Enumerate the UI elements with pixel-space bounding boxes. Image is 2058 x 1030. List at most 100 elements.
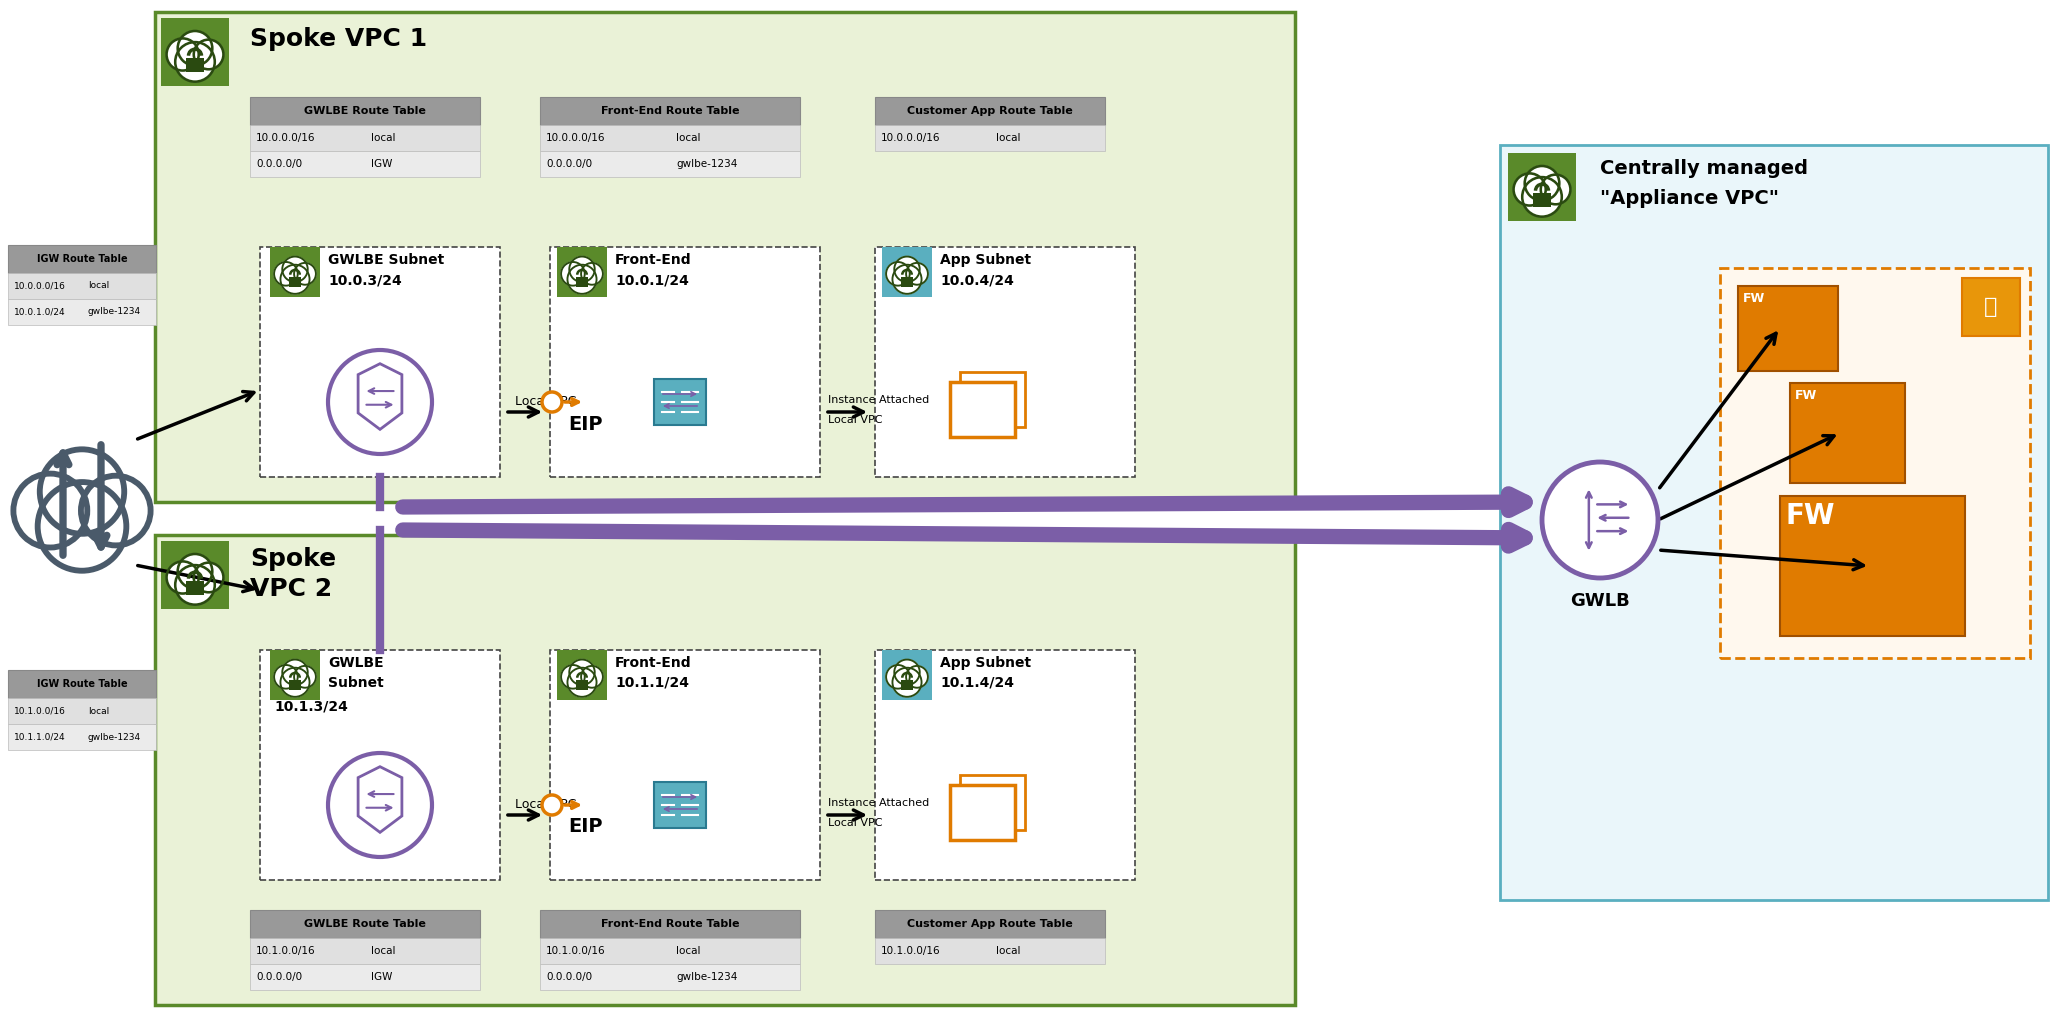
- Circle shape: [570, 256, 595, 282]
- Circle shape: [274, 665, 298, 689]
- FancyBboxPatch shape: [8, 299, 156, 325]
- FancyBboxPatch shape: [249, 125, 480, 151]
- Circle shape: [562, 665, 584, 689]
- Text: Front-End: Front-End: [615, 656, 691, 670]
- FancyBboxPatch shape: [558, 650, 607, 700]
- Text: Local VPC: Local VPC: [827, 818, 883, 828]
- Circle shape: [568, 667, 597, 697]
- FancyBboxPatch shape: [288, 680, 300, 689]
- Circle shape: [280, 667, 309, 697]
- FancyBboxPatch shape: [249, 909, 480, 938]
- Circle shape: [193, 39, 224, 69]
- FancyBboxPatch shape: [654, 379, 706, 425]
- Text: VPC 2: VPC 2: [249, 577, 331, 600]
- Polygon shape: [358, 364, 401, 430]
- Circle shape: [80, 476, 150, 546]
- Circle shape: [887, 665, 910, 689]
- Text: 0.0.0.0/0: 0.0.0.0/0: [545, 972, 593, 982]
- Text: EIP: EIP: [568, 414, 603, 434]
- FancyBboxPatch shape: [1739, 286, 1838, 371]
- Text: 10.1.0.0/16: 10.1.0.0/16: [14, 707, 66, 716]
- Text: 10.0.0.0/16: 10.0.0.0/16: [14, 281, 66, 290]
- Text: 10.0.1/24: 10.0.1/24: [615, 273, 689, 287]
- FancyBboxPatch shape: [875, 938, 1105, 964]
- FancyBboxPatch shape: [161, 541, 228, 609]
- FancyBboxPatch shape: [187, 581, 204, 594]
- Circle shape: [906, 263, 928, 284]
- Text: Front-End Route Table: Front-End Route Table: [601, 919, 739, 929]
- FancyBboxPatch shape: [8, 273, 156, 299]
- FancyBboxPatch shape: [1533, 194, 1550, 207]
- Text: ⤢: ⤢: [1984, 297, 1998, 317]
- Text: 10.0.1.0/24: 10.0.1.0/24: [14, 308, 66, 316]
- Circle shape: [294, 666, 317, 688]
- Circle shape: [1541, 175, 1570, 204]
- Circle shape: [893, 265, 922, 294]
- Circle shape: [1523, 177, 1562, 216]
- Text: Instance Attached: Instance Attached: [827, 798, 930, 808]
- Text: local: local: [88, 707, 109, 716]
- FancyBboxPatch shape: [1790, 383, 1906, 483]
- Circle shape: [562, 262, 584, 285]
- FancyBboxPatch shape: [875, 125, 1105, 151]
- FancyBboxPatch shape: [951, 785, 1015, 840]
- FancyBboxPatch shape: [558, 247, 607, 297]
- Text: Subnet: Subnet: [327, 676, 383, 690]
- Circle shape: [175, 565, 214, 605]
- FancyBboxPatch shape: [249, 151, 480, 177]
- Text: Local VPC: Local VPC: [514, 394, 576, 408]
- Text: 10.1.3/24: 10.1.3/24: [274, 700, 348, 714]
- Text: Front-End Route Table: Front-End Route Table: [601, 106, 739, 116]
- Text: 10.0.0.0/16: 10.0.0.0/16: [545, 133, 605, 143]
- Text: gwlbe-1234: gwlbe-1234: [88, 308, 142, 316]
- Text: 10.0.4/24: 10.0.4/24: [941, 273, 1015, 287]
- Circle shape: [1541, 462, 1659, 578]
- FancyBboxPatch shape: [875, 909, 1105, 938]
- Circle shape: [893, 667, 922, 697]
- FancyBboxPatch shape: [959, 372, 1025, 427]
- Text: local: local: [675, 946, 700, 956]
- FancyBboxPatch shape: [154, 535, 1294, 1005]
- FancyBboxPatch shape: [8, 670, 156, 698]
- FancyBboxPatch shape: [249, 964, 480, 990]
- Text: Instance Attached: Instance Attached: [827, 394, 930, 405]
- Circle shape: [282, 256, 309, 282]
- FancyBboxPatch shape: [539, 151, 801, 177]
- FancyBboxPatch shape: [959, 775, 1025, 830]
- Circle shape: [39, 449, 123, 534]
- FancyBboxPatch shape: [259, 650, 500, 880]
- FancyBboxPatch shape: [901, 680, 914, 689]
- Circle shape: [177, 31, 212, 66]
- Text: FW: FW: [1743, 291, 1766, 305]
- Text: FW: FW: [1784, 502, 1834, 530]
- FancyBboxPatch shape: [1961, 278, 2021, 336]
- FancyBboxPatch shape: [288, 276, 300, 286]
- FancyBboxPatch shape: [539, 125, 801, 151]
- FancyBboxPatch shape: [1509, 153, 1576, 221]
- Circle shape: [906, 666, 928, 688]
- Circle shape: [327, 350, 432, 454]
- Circle shape: [541, 392, 562, 412]
- FancyBboxPatch shape: [154, 12, 1294, 502]
- Text: IGW Route Table: IGW Route Table: [37, 254, 128, 264]
- FancyBboxPatch shape: [187, 58, 204, 72]
- Text: IGW: IGW: [370, 159, 393, 169]
- Text: GWLB: GWLB: [1570, 592, 1630, 610]
- FancyBboxPatch shape: [539, 964, 801, 990]
- Circle shape: [541, 795, 562, 815]
- FancyBboxPatch shape: [901, 276, 914, 286]
- Text: GWLBE: GWLBE: [327, 656, 383, 670]
- Circle shape: [895, 256, 920, 282]
- FancyBboxPatch shape: [875, 97, 1105, 125]
- FancyBboxPatch shape: [270, 650, 319, 700]
- FancyBboxPatch shape: [161, 18, 228, 85]
- Text: EIP: EIP: [568, 818, 603, 836]
- FancyBboxPatch shape: [875, 650, 1136, 880]
- FancyBboxPatch shape: [576, 680, 589, 689]
- Circle shape: [167, 38, 200, 70]
- Text: GWLBE Route Table: GWLBE Route Table: [305, 919, 426, 929]
- Text: Local VPC: Local VPC: [514, 798, 576, 811]
- Text: gwlbe-1234: gwlbe-1234: [675, 972, 737, 982]
- Text: GWLBE Subnet: GWLBE Subnet: [327, 253, 445, 267]
- Circle shape: [177, 554, 212, 588]
